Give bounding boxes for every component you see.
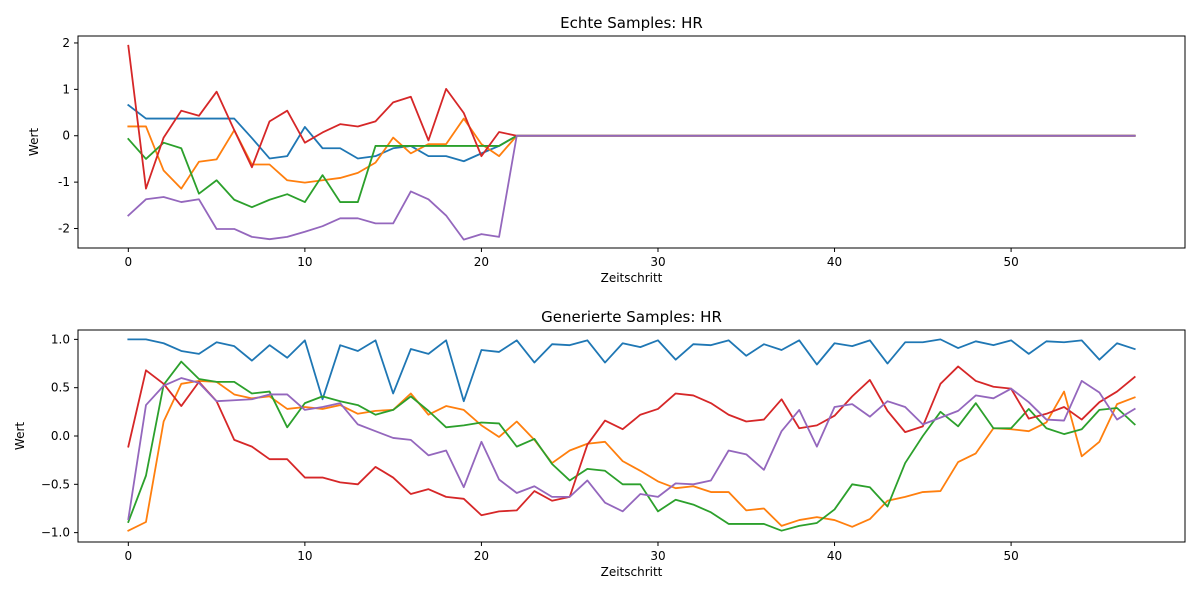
axes-frame xyxy=(77,35,1186,249)
y-tick-label: −1.0 xyxy=(41,526,70,540)
chart-panel-2: 0 10 20 30 40 50 −1.0 −0.5 0.0 0.5 1.0 Generierte S… xyxy=(13,308,1186,579)
series-line-5 xyxy=(127,377,1136,521)
y-axis-label: Wert xyxy=(27,128,41,156)
y-tick-label: 1 xyxy=(62,82,70,96)
series-line-1 xyxy=(127,338,1136,403)
y-tick-label: -2 xyxy=(58,222,70,236)
series-line-5 xyxy=(127,134,1136,241)
x-axis-label: Zeitschritt xyxy=(601,565,663,579)
x-tick-label: 40 xyxy=(827,549,842,563)
series-line-4 xyxy=(127,365,1136,517)
x-tick-label: 20 xyxy=(474,549,489,563)
chart-title: Generierte Samples: HR xyxy=(541,308,722,326)
series-group xyxy=(127,338,1136,532)
y-tick-label: 0.0 xyxy=(51,429,70,443)
x-tick-label: 0 xyxy=(124,255,132,269)
chart-title: Echte Samples: HR xyxy=(560,14,703,32)
x-axis-label: Zeitschritt xyxy=(601,271,663,285)
x-tick-label: 0 xyxy=(124,549,132,563)
y-tick-label: 0.5 xyxy=(51,381,70,395)
x-tick-label: 40 xyxy=(827,255,842,269)
series-line-1 xyxy=(127,103,1136,163)
series-line-2 xyxy=(127,380,1136,532)
series-line-4 xyxy=(127,44,1136,190)
series-line-2 xyxy=(127,117,1136,190)
x-tick-label: 30 xyxy=(650,549,665,563)
y-tick-label: 1.0 xyxy=(51,332,70,346)
x-tick-label: 50 xyxy=(1003,255,1018,269)
series-group xyxy=(127,44,1136,241)
y-tick-label: 2 xyxy=(62,36,70,50)
axes-frame xyxy=(77,329,1186,543)
x-tick-label: 30 xyxy=(650,255,665,269)
x-tick-label: 10 xyxy=(297,549,312,563)
x-tick-label: 50 xyxy=(1003,549,1018,563)
y-tick-label: −0.5 xyxy=(41,477,70,491)
y-axis-label: Wert xyxy=(13,422,27,450)
y-tick-label: 0 xyxy=(62,129,70,143)
y-tick-label: -1 xyxy=(58,175,70,189)
x-tick-label: 10 xyxy=(297,255,312,269)
series-line-3 xyxy=(127,134,1136,209)
chart-panel-1: 0 10 20 30 40 50 -2 -1 0 1 2 Echte Samples: HR Zeits… xyxy=(27,14,1186,285)
series-line-3 xyxy=(127,360,1136,532)
x-tick-label: 20 xyxy=(474,255,489,269)
